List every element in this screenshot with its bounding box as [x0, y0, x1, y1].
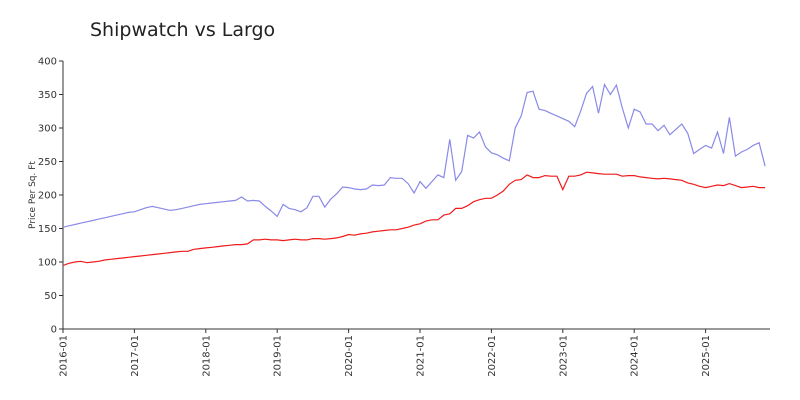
- y-tick-label: 200: [38, 191, 57, 202]
- x-tick-label: 2018-01: [201, 335, 212, 377]
- x-tick-label: 2021-01: [416, 335, 427, 377]
- y-axis-label: Price Per Sq. Ft: [28, 161, 38, 229]
- chart-title: Shipwatch vs Largo: [90, 19, 275, 41]
- x-tick-label: 2016-01: [59, 335, 70, 377]
- y-tick-label: 250: [38, 157, 57, 168]
- series-line: [62, 171, 766, 266]
- x-tick-label: 2019-01: [273, 335, 284, 377]
- x-tick-label: 2022-01: [487, 335, 498, 377]
- y-tick-label: 400: [38, 57, 57, 68]
- y-tick-label: 150: [38, 224, 57, 235]
- y-tick-label: 300: [38, 124, 57, 135]
- y-tick-label: 0: [51, 325, 57, 336]
- y-tick-label: 350: [38, 90, 57, 101]
- y-tick-label: 100: [38, 258, 57, 269]
- x-tick-label: 2017-01: [130, 335, 141, 377]
- x-tick-label: 2020-01: [344, 335, 355, 377]
- series-line: [62, 82, 766, 228]
- x-tick-label: 2025-01: [701, 335, 712, 377]
- x-tick-label: 2023-01: [558, 335, 569, 377]
- y-tick-label: 50: [44, 291, 57, 302]
- x-tick-label: 2024-01: [630, 335, 641, 377]
